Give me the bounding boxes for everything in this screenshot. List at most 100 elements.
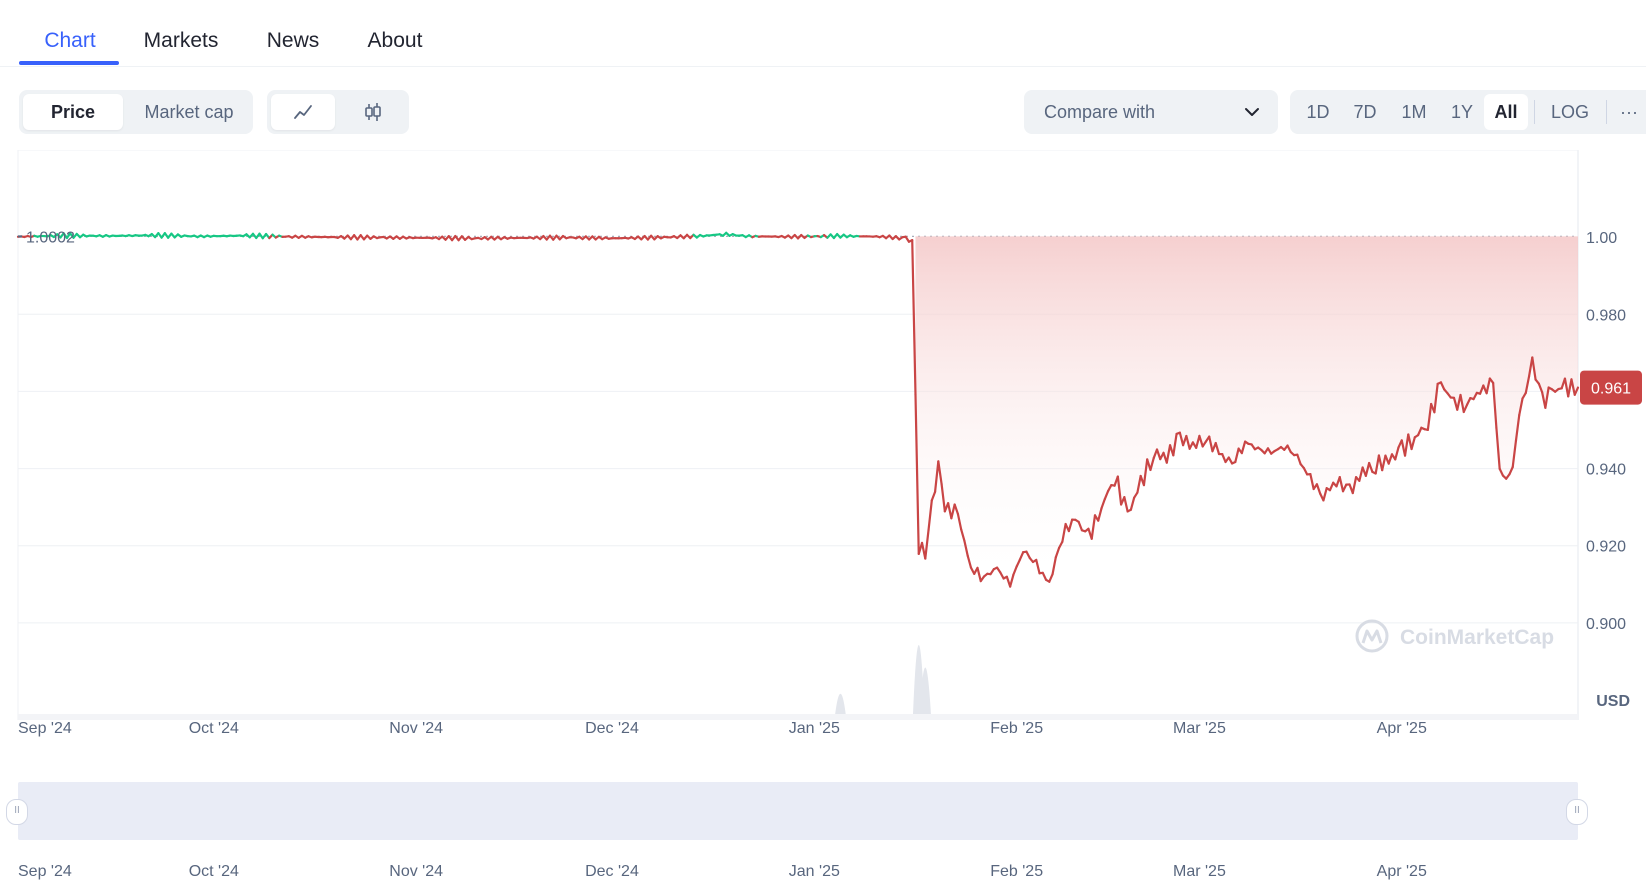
price-line-segment <box>1090 514 1097 540</box>
price-line-segment <box>1459 393 1465 414</box>
tab-about[interactable]: About <box>367 29 423 52</box>
price-line-segment <box>1511 439 1518 469</box>
price-line-segment <box>1381 454 1387 472</box>
price-line-segment <box>1077 520 1084 532</box>
line-chart-button[interactable] <box>271 94 335 130</box>
price-line-segment <box>1185 434 1191 450</box>
candlestick-icon <box>365 103 381 121</box>
log-scale-button[interactable]: LOG <box>1550 102 1589 122</box>
price-line-segment <box>966 554 973 569</box>
price-line-segment <box>1155 448 1162 461</box>
currency-label: USD <box>1596 693 1630 710</box>
coinmarketcap-watermark: CoinMarketCap <box>1355 619 1554 653</box>
range-1y-button[interactable]: 1Y <box>1450 102 1474 122</box>
price-line-segment <box>1410 436 1416 451</box>
price-line-segment <box>1195 434 1201 449</box>
price-line-segment <box>1106 483 1113 493</box>
price-line-segment <box>1240 440 1247 455</box>
navigator-right-handle[interactable]: II <box>1566 799 1588 825</box>
range-navigator[interactable] <box>18 782 1578 840</box>
range-7d-button[interactable]: 7D <box>1353 102 1377 122</box>
price-line-segment <box>1103 490 1110 501</box>
price-line-segment <box>937 460 943 486</box>
price-line-segment <box>1129 496 1136 511</box>
tab-bar: Chart Markets News About <box>0 0 1646 67</box>
price-line-segment <box>1067 518 1074 533</box>
price-line-segment <box>1302 466 1309 476</box>
price-line-segment <box>1433 382 1439 414</box>
range-1m-button[interactable]: 1M <box>1401 102 1427 122</box>
range-1d-button[interactable]: 1D <box>1306 102 1330 122</box>
price-line-segment <box>1142 458 1149 487</box>
price-line-segment <box>1315 483 1322 495</box>
tab-chart[interactable]: Chart <box>44 29 96 52</box>
price-line-segment <box>1338 475 1345 493</box>
price-line-segment <box>1041 571 1048 581</box>
price-line-segment <box>1322 487 1328 502</box>
market-cap-toggle-button[interactable]: Market cap <box>144 102 234 122</box>
price-line-segment <box>1387 453 1394 465</box>
price-line-segment <box>999 571 1005 580</box>
range-divider <box>1534 100 1535 124</box>
price-line-segment <box>1465 396 1472 406</box>
more-options-button[interactable]: ··· <box>1620 102 1638 122</box>
price-line-segment <box>956 512 963 531</box>
price-line-segment <box>1416 426 1423 437</box>
tab-news[interactable]: News <box>266 29 320 52</box>
candlestick-chart-button[interactable] <box>341 94 405 130</box>
price-line-segment <box>930 490 937 502</box>
price-line-segment <box>1498 467 1505 477</box>
price-line-segment <box>963 539 969 557</box>
price-toggle-button[interactable]: Price <box>23 94 123 130</box>
y-tick-label: 0.920 <box>1586 539 1626 556</box>
price-line-segment <box>950 503 956 520</box>
price-line-segment <box>1544 386 1550 409</box>
price-line-segment <box>1136 474 1142 494</box>
x-tick-label: Dec '24 <box>585 720 639 737</box>
chevron-down-icon <box>1245 108 1259 116</box>
line-chart-icon <box>294 105 312 119</box>
price-line-segment <box>1485 377 1491 395</box>
price-line-segment <box>1472 391 1478 401</box>
price-line-segment <box>1341 483 1348 493</box>
price-line-segment <box>1234 447 1240 464</box>
x-tick-label: Oct '24 <box>189 720 239 737</box>
coinmarketcap-watermark-text: CoinMarketCap <box>1400 626 1554 649</box>
price-line-segment <box>1403 433 1410 457</box>
tab-markets[interactable]: Markets <box>143 29 219 52</box>
price-line-segment <box>914 393 920 556</box>
price-line-segment <box>1149 456 1155 472</box>
price-line-segment <box>1309 473 1315 491</box>
price-line-segment <box>1508 465 1514 476</box>
x-tick-label: Jan '25 <box>789 720 840 737</box>
x-tick-label: Mar '25 <box>1173 720 1226 737</box>
price-line-segment <box>1208 435 1214 453</box>
price-line-segment <box>1524 375 1531 395</box>
y-tick-label: 0.940 <box>1586 462 1626 479</box>
price-line-segment <box>1048 573 1054 583</box>
price-line-segment <box>1015 558 1022 568</box>
price-line-segment <box>947 502 953 520</box>
navigator-left-handle[interactable]: II <box>6 799 28 825</box>
price-line-segment <box>1368 461 1374 473</box>
x-tick-label: Nov '24 <box>389 720 443 737</box>
price-line-segment <box>1531 356 1537 381</box>
volume-spike <box>834 693 847 720</box>
y-tick-label: 0.900 <box>1586 616 1626 633</box>
price-line-segment <box>1035 558 1041 575</box>
price-line-segment <box>1462 403 1469 414</box>
compare-with-dropdown[interactable]: Compare with <box>1024 90 1278 134</box>
price-line-segment <box>976 566 982 583</box>
price-line-segment <box>1286 444 1292 454</box>
price-line-segment <box>1296 453 1302 466</box>
y-tick-label: 0.980 <box>1586 307 1626 324</box>
baseline-price-label: 1.0002 <box>26 229 75 246</box>
price-line-segment <box>940 482 946 513</box>
price-line-segment <box>1221 453 1227 464</box>
price-line-segment <box>1358 466 1364 482</box>
active-tab-indicator <box>19 61 119 65</box>
range-all-button[interactable]: All <box>1484 94 1528 130</box>
price-line-segment <box>1057 540 1064 549</box>
